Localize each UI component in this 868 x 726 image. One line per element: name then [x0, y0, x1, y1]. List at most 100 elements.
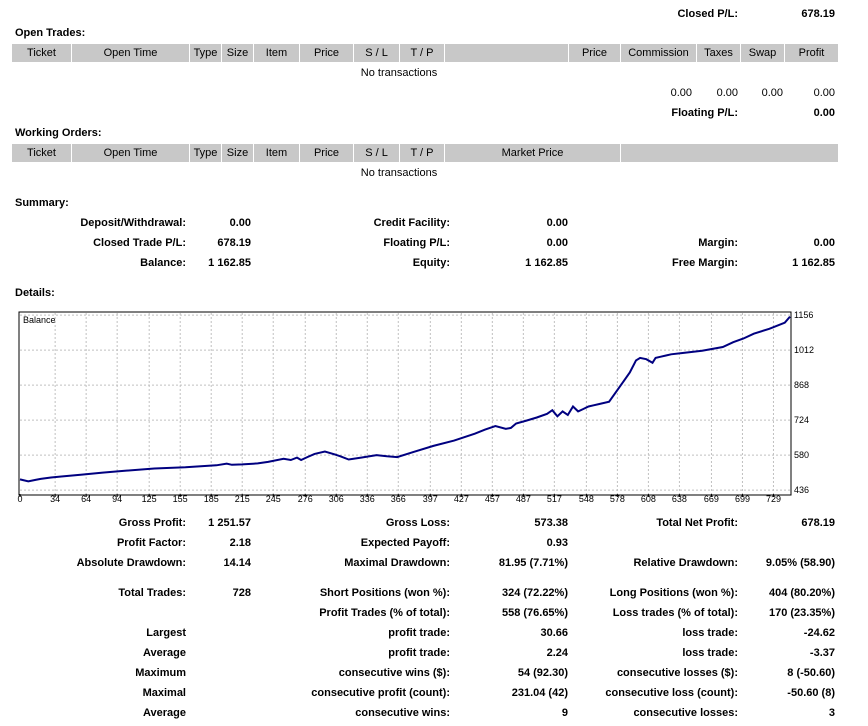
deposit-label: Deposit/Withdrawal:	[80, 217, 186, 229]
closed-pl-label: Closed P/L:	[677, 8, 738, 20]
average2-label: Average	[142, 707, 186, 719]
col-tp[interactable]: T / P	[400, 44, 445, 62]
open-trades-title: Open Trades:	[15, 27, 86, 39]
col-profit[interactable]: Profit	[798, 47, 825, 59]
working-orders-title: Working Orders:	[15, 127, 102, 139]
gross-loss-value: 573.38	[534, 517, 568, 529]
equity-label: Equity:	[412, 257, 450, 269]
x-tick-label: 306	[329, 494, 344, 504]
average-profit-label: profit trade:	[388, 647, 450, 659]
col-swap[interactable]: Swap	[741, 44, 785, 62]
max-cons-wins-value: 54 (92.30)	[517, 667, 568, 679]
wo-col-ticket[interactable]: Ticket	[12, 144, 72, 162]
closed-pl-value: 678.19	[801, 8, 835, 20]
x-tick-label: 366	[391, 494, 406, 504]
max-cons-losses-label: consecutive losses ($):	[616, 667, 738, 679]
x-tick-label: 276	[298, 494, 313, 504]
x-tick-label: 155	[173, 494, 188, 504]
gross-profit-label: Gross Profit:	[118, 517, 186, 529]
x-tick-label: 125	[142, 494, 157, 504]
x-tick-label: 215	[235, 494, 250, 504]
short-positions-value: 324 (72.22%)	[501, 587, 568, 599]
open-commission-total: 0.00	[670, 87, 692, 99]
x-tick-label: 548	[579, 494, 594, 504]
max-cons-profit-label: consecutive profit (count):	[311, 687, 450, 699]
largest-loss-label: loss trade:	[682, 627, 738, 639]
chart-frame	[18, 311, 792, 496]
x-tick-label: 94	[112, 494, 122, 504]
profit-trades-value: 558 (76.65%)	[501, 607, 568, 619]
y-tick-label: 868	[794, 380, 809, 390]
largest-loss-value: -24.62	[803, 627, 835, 639]
average-profit-value: 2.24	[546, 647, 568, 659]
open-swap-total: 0.00	[761, 87, 783, 99]
gross-loss-label: Gross Loss:	[385, 517, 450, 529]
x-tick-label: 517	[547, 494, 562, 504]
col-item[interactable]: Item	[254, 44, 300, 62]
wo-col-market-price[interactable]: Market Price	[445, 144, 621, 162]
total-net-label: Total Net Profit:	[656, 517, 738, 529]
max-cons-loss-label: consecutive loss (count):	[605, 687, 738, 699]
expected-payoff-label: Expected Payoff:	[360, 537, 450, 549]
x-tick-label: 699	[735, 494, 750, 504]
wo-col-item[interactable]: Item	[254, 144, 300, 162]
x-tick-label: 34	[50, 494, 60, 504]
open-taxes-total: 0.00	[716, 87, 738, 99]
max-cons-wins-label: consecutive wins ($):	[338, 667, 450, 679]
wo-col-size[interactable]: Size	[222, 144, 254, 162]
col-price-current[interactable]: Price	[569, 44, 621, 62]
col-size[interactable]: Size	[222, 44, 254, 62]
rel-dd-label: Relative Drawdown:	[633, 557, 738, 569]
long-positions-value: 404 (80.20%)	[768, 587, 835, 599]
col-sl[interactable]: S / L	[354, 44, 400, 62]
margin-value: 0.00	[813, 237, 835, 249]
avg-cons-wins-label: consecutive wins:	[355, 707, 450, 719]
y-tick-label: 436	[794, 485, 809, 495]
chart-title: Balance	[23, 315, 56, 325]
average-label: Average	[142, 647, 186, 659]
summary-floating-label: Floating P/L:	[383, 237, 450, 249]
wo-col-sl[interactable]: S / L	[354, 144, 400, 162]
y-tick-label: 724	[794, 415, 809, 425]
wo-col-price[interactable]: Price	[300, 144, 354, 162]
x-tick-label: 457	[485, 494, 500, 504]
balance-chart: 0 34 64 94 125 155 185 215 245 276 306 336 366 397 427…	[17, 310, 814, 504]
abs-dd-label: Absolute Drawdown:	[76, 557, 186, 569]
summary-title: Summary:	[15, 197, 69, 209]
max-cons-losses-value: 8 (-50.60)	[787, 667, 835, 679]
y-tick-label: 1156	[794, 310, 813, 320]
long-positions-label: Long Positions (won %):	[609, 587, 738, 599]
col-taxes[interactable]: Taxes	[697, 44, 741, 62]
x-tick-label: 487	[516, 494, 531, 504]
deposit-value: 0.00	[229, 217, 251, 229]
loss-trades-value: 170 (23.35%)	[768, 607, 835, 619]
total-trades-label: Total Trades:	[118, 587, 186, 599]
x-tick-label: 669	[704, 494, 719, 504]
maximal-label: Maximal	[142, 687, 186, 699]
open-profit-total: 0.00	[813, 87, 835, 99]
largest-profit-value: 30.66	[540, 627, 568, 639]
wo-col-type[interactable]: Type	[190, 144, 222, 162]
x-tick-label: 0	[17, 494, 22, 504]
free-margin-value: 1 162.85	[792, 257, 835, 269]
loss-trades-label: Loss trades (% of total):	[612, 607, 738, 619]
x-tick-label: 608	[641, 494, 656, 504]
col-open-time[interactable]: Open Time	[72, 44, 190, 62]
average-loss-label: loss trade:	[682, 647, 738, 659]
wo-col-open-time[interactable]: Open Time	[72, 144, 190, 162]
max-cons-profit-value: 231.04 (42)	[511, 687, 568, 699]
wo-col-tp[interactable]: T / P	[400, 144, 445, 162]
profit-factor-label: Profit Factor:	[116, 537, 186, 549]
average-loss-value: -3.37	[809, 647, 835, 659]
x-tick-label: 729	[766, 494, 781, 504]
abs-dd-value: 14.14	[223, 557, 251, 569]
margin-label: Margin:	[698, 237, 738, 249]
col-ticket[interactable]: Ticket	[12, 44, 72, 62]
col-type[interactable]: Type	[190, 44, 222, 62]
closed-trade-value: 678.19	[217, 237, 251, 249]
credit-value: 0.00	[546, 217, 568, 229]
col-commission[interactable]: Commission	[621, 44, 697, 62]
y-tick-label: 1012	[794, 345, 814, 355]
col-price[interactable]: Price	[300, 44, 354, 62]
equity-value: 1 162.85	[525, 257, 568, 269]
